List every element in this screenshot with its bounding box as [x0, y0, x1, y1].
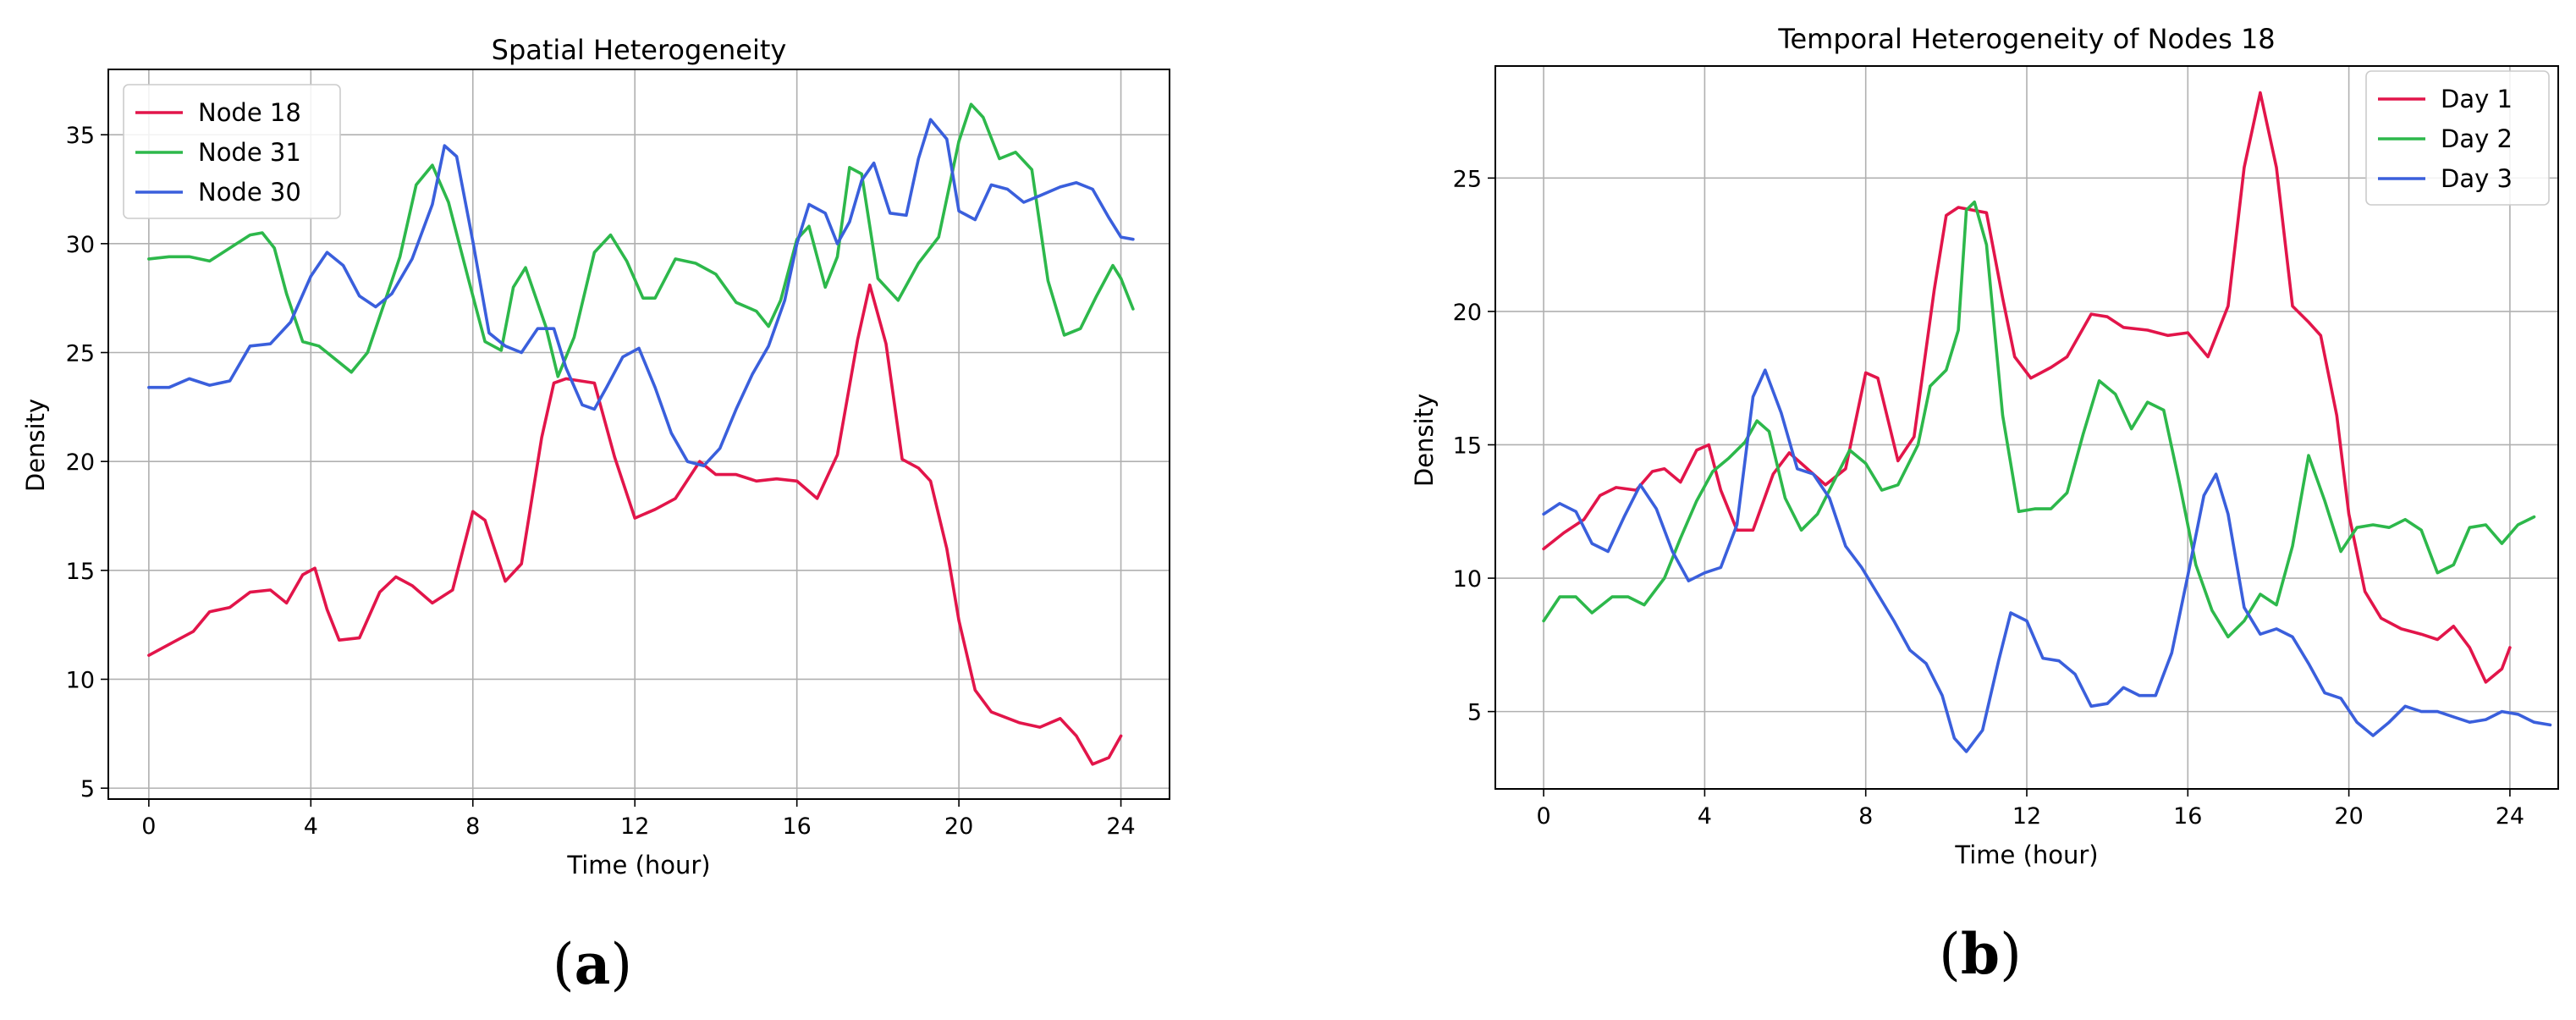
chart-a-legend-label-node-18: Node 18 — [198, 98, 301, 127]
chart-b-series-day-3 — [1542, 368, 2552, 753]
chart-a-frame — [107, 69, 1170, 800]
chart-b-legend-label-day-2: Day 2 — [2441, 124, 2513, 153]
chart-a-legend-label-node-31: Node 31 — [198, 138, 301, 167]
caption-b: (b) — [1939, 921, 2022, 987]
chart-b-ytick-label: 5 — [1467, 700, 1482, 726]
chart-a-ylabel: Density — [21, 399, 50, 492]
chart-b-legend-label-day-3: Day 3 — [2441, 164, 2513, 193]
chart-b-xtick-label: 12 — [2012, 803, 2041, 830]
chart-b-ytick-label: 10 — [1453, 566, 1482, 593]
chart-b-legend-box — [2365, 70, 2550, 206]
chart-b-xtick-label: 8 — [1858, 803, 1873, 830]
chart-a-xtick-label: 16 — [782, 813, 811, 840]
chart-b-legend-label-day-1: Day 1 — [2441, 85, 2513, 113]
chart-a-legend-box — [123, 84, 341, 219]
chart-a-series-node-31 — [147, 102, 1135, 378]
chart-b-xtick-label: 0 — [1536, 803, 1550, 830]
panel-a: Spatial Heterogeneity Time (hour) Densit… — [21, 34, 1170, 997]
chart-b-xtick-label: 16 — [2173, 803, 2202, 830]
chart-a-ytick-label: 35 — [66, 123, 95, 149]
chart-a-xtick-label: 4 — [304, 813, 318, 840]
chart-a-xtick-label: 20 — [944, 813, 973, 840]
chart-a-ytick-label: 25 — [66, 341, 95, 367]
chart-a-xtick-label: 24 — [1106, 813, 1135, 840]
chart-b-title: Temporal Heterogeneity of Nodes 18 — [1777, 23, 2275, 55]
chart-a-ytick-label: 10 — [66, 667, 95, 693]
caption-a: (a) — [553, 931, 632, 997]
panel-b: Temporal Heterogeneity of Nodes 18 Time … — [1410, 23, 2559, 987]
chart-b-xtick-label: 20 — [2334, 803, 2363, 830]
chart-b-xlabel: Time (hour) — [1954, 841, 2098, 869]
chart-b-ylabel: Density — [1410, 394, 1439, 487]
chart-a-ytick-label: 30 — [66, 232, 95, 258]
chart-a-xlabel: Time (hour) — [566, 851, 710, 879]
chart-a-legend-label-node-30: Node 30 — [198, 178, 301, 207]
chart-a-ytick-label: 15 — [66, 559, 95, 585]
chart-a-title: Spatial Heterogeneity — [492, 34, 787, 66]
chart-a-ytick-label: 5 — [80, 776, 95, 802]
chart-b-series-day-2 — [1542, 200, 2536, 639]
chart-a-series-node-18 — [147, 283, 1123, 766]
chart-b-xtick-label: 4 — [1698, 803, 1712, 830]
chart-b-ytick-label: 20 — [1453, 300, 1482, 326]
chart-b-series-day-1 — [1542, 91, 2512, 684]
chart-b-frame — [1494, 65, 2559, 790]
chart-b-xtick-label: 24 — [2496, 803, 2524, 830]
chart-a-xtick-label: 8 — [465, 813, 480, 840]
chart-b-ytick-label: 25 — [1453, 166, 1482, 192]
chart-a-xtick-label: 12 — [620, 813, 649, 840]
chart-a-xtick-label: 0 — [141, 813, 156, 840]
chart-a-ytick-label: 20 — [66, 449, 95, 476]
chart-a-series-node-30 — [147, 118, 1135, 468]
chart-b-ytick-label: 15 — [1453, 433, 1482, 459]
